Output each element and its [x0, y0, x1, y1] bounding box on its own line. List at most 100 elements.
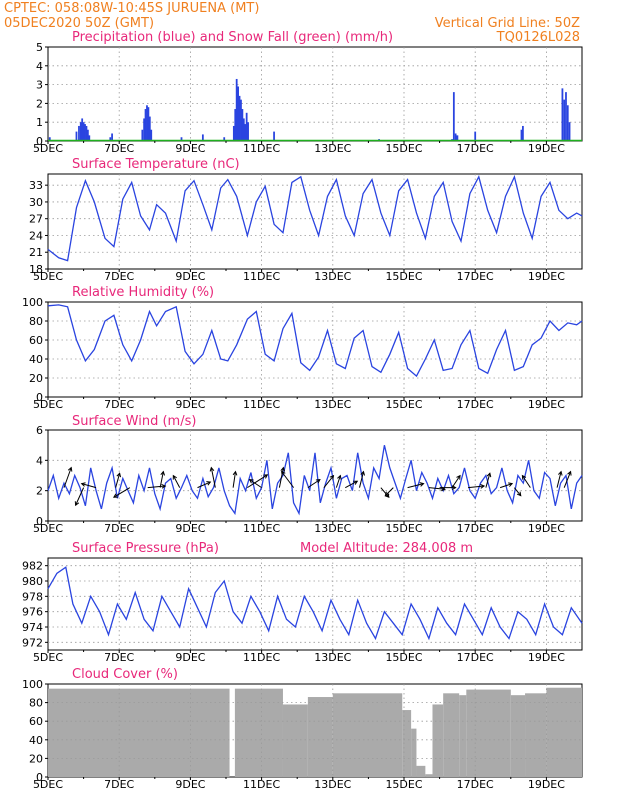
wind-panel: 5DEC 7DEC 9DEC 11DEC 13DEC 15DEC 17DEC 19DEC 0 2 4…	[33, 414, 583, 535]
wind-arrow-head	[315, 479, 321, 484]
x-tick-label: 15DEC	[385, 522, 422, 535]
run-date: 05DEC2020 50Z (GMT)	[4, 16, 154, 31]
y-tick-label: 20	[29, 752, 43, 765]
wind-arrow	[513, 487, 522, 496]
precip-bars	[48, 78, 582, 142]
wind-arrow-head	[384, 491, 390, 497]
y-tick-label: 4	[36, 454, 43, 467]
wind-arrow-head	[67, 466, 73, 472]
cloud-bar	[432, 704, 444, 777]
pressure-panel: 5DEC 7DEC 9DEC 11DEC 13DEC 15DEC 17DEC 19DEC 972…	[22, 541, 583, 664]
grid	[48, 302, 582, 397]
wind-arrow	[281, 471, 295, 488]
x-tick-label: 5DEC	[33, 778, 63, 791]
x-tick-label: 5DEC	[33, 398, 63, 411]
y-tick-label: 100	[22, 678, 43, 691]
y-tick-label: 976	[22, 606, 43, 619]
x-tick-label: 19DEC	[528, 398, 565, 411]
wind-arrow-head	[80, 482, 86, 487]
wind-arrow	[249, 479, 262, 489]
y-tick-label: 24	[29, 229, 43, 242]
wind-arrow-head	[209, 466, 215, 472]
precip-bar	[143, 118, 146, 141]
wind-arrow-head	[508, 482, 514, 487]
wind-arrow-head	[232, 470, 238, 476]
grid	[48, 174, 582, 269]
temperature-panel: 5DEC 7DEC 9DEC 11DEC 13DEC 15DEC 17DEC 19DEC 18 2…	[29, 157, 583, 283]
grid	[48, 430, 582, 521]
precip-bar	[242, 118, 245, 141]
y-tick-label: 30	[29, 196, 43, 209]
wind-arrow	[113, 487, 131, 498]
x-tick-label: 9DEC	[175, 522, 205, 535]
precip-bar	[48, 137, 51, 141]
precip-bar	[244, 124, 247, 141]
y-tick-label: 0	[36, 135, 43, 148]
wind-line	[47, 445, 583, 516]
wind-arrow	[451, 475, 461, 488]
wind-arrow-head	[353, 480, 359, 485]
x-tick-label: 11DEC	[243, 398, 280, 411]
x-tick-label: 7DEC	[104, 270, 134, 283]
y-tick-label: 80	[29, 697, 43, 710]
precip-bar	[147, 107, 150, 141]
precip-bar	[141, 129, 144, 141]
x-tick-label: 19DEC	[528, 270, 565, 283]
wind-arrow	[323, 475, 334, 488]
precip-bar	[78, 125, 80, 141]
x-tick-label: 7DEC	[104, 522, 134, 535]
precip-bar	[79, 122, 82, 141]
wind-arrow-head	[567, 470, 572, 476]
precip-bar	[238, 95, 241, 141]
cloud-bar	[546, 687, 582, 777]
x-tick-label: 15DEC	[385, 142, 422, 155]
y-tick-label: 3	[36, 79, 43, 92]
wind-arrow	[384, 487, 394, 496]
y-tick-label: 0	[36, 771, 43, 784]
wind-arrow-head	[248, 479, 254, 484]
series-line	[47, 304, 583, 378]
precip-bar	[240, 99, 242, 141]
y-tick-label: 982	[22, 560, 43, 573]
wind-arrow-head	[280, 466, 286, 472]
y-tick-label: 2	[36, 485, 43, 498]
x-tick-label: 13DEC	[314, 522, 351, 535]
x-tick-label: 7DEC	[104, 398, 134, 411]
x-tick-label: 5DEC	[33, 270, 63, 283]
cloud-bar	[525, 693, 547, 777]
x-tick-label: 15DEC	[385, 398, 422, 411]
axes: 5DEC 7DEC 9DEC 11DEC 13DEC 15DEC 17DEC 19DEC 0 2 4…	[33, 424, 565, 535]
precip-bar	[245, 112, 248, 141]
precip-bar	[565, 92, 567, 141]
y-tick-label: 33	[29, 179, 43, 192]
x-tick-label: 17DEC	[457, 398, 494, 411]
wind-arrow-head	[74, 501, 80, 507]
model-altitude: Model Altitude: 284.008 m	[300, 541, 473, 556]
wind-arrow-head	[160, 470, 166, 476]
x-tick-label: 11DEC	[243, 270, 280, 283]
precip-bar	[144, 109, 147, 141]
cloud-bars	[48, 687, 582, 777]
axes: 5DEC 7DEC 9DEC 11DEC 13DEC 15DEC 17DEC 19DEC 972…	[22, 560, 565, 664]
x-tick-label: 17DEC	[457, 778, 494, 791]
wind-arrow	[563, 471, 572, 488]
wind-arrow-head	[360, 470, 365, 476]
precip-bar	[84, 124, 86, 141]
wind-arrow	[232, 471, 237, 488]
cloud-bar	[234, 688, 283, 777]
x-tick-label: 13DEC	[314, 778, 351, 791]
wind-arrows	[63, 466, 572, 507]
wind-arrow	[335, 475, 341, 488]
wind-arrow	[115, 473, 121, 488]
x-tick-label: 5DEC	[33, 651, 63, 664]
x-tick-label: 9DEC	[175, 778, 205, 791]
wind-arrow-head	[161, 483, 167, 489]
precip-bar	[566, 105, 569, 141]
precipitation-panel: 5DEC 7DEC 9DEC 11DEC 13DEC 15DEC 17DEC 19DEC 0 1 2…	[33, 30, 583, 155]
cloud-bar	[466, 689, 511, 777]
wind-arrow	[345, 480, 358, 489]
wind-arrow	[359, 471, 364, 488]
grid	[48, 47, 582, 141]
y-tick-label: 60	[29, 334, 43, 347]
x-tick-label: 11DEC	[243, 778, 280, 791]
